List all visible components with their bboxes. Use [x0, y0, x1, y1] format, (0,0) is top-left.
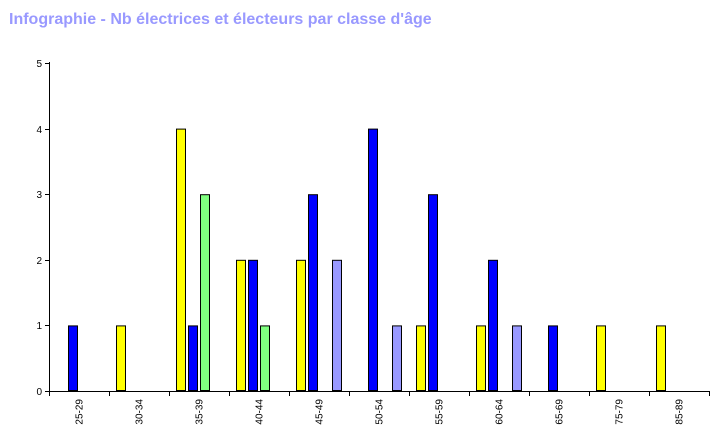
bar-40-44-series-3	[260, 325, 270, 391]
x-tick-label: 50-54	[375, 399, 386, 425]
bar-40-44-series-1	[236, 259, 246, 391]
bar-60-64-series-1	[476, 325, 486, 391]
bar-50-54-series-4	[392, 325, 402, 391]
x-tick-label: 45-49	[315, 399, 326, 425]
bar-30-34-series-1	[116, 325, 126, 391]
x-tick-label: 55-59	[435, 399, 446, 425]
chart-title: Infographie - Nb électrices et électeurs…	[9, 11, 432, 28]
bar-25-29-series-2	[68, 325, 78, 391]
x-tick-label: 40-44	[255, 399, 266, 425]
y-tick-label: 0	[36, 387, 42, 398]
y-tick-label: 5	[36, 59, 42, 70]
x-tick-label: 60-64	[495, 399, 506, 425]
y-tick-label: 4	[36, 125, 42, 136]
x-tick-label: 30-34	[135, 399, 146, 425]
y-tick-label: 1	[36, 321, 42, 332]
bar-35-39-series-3	[200, 194, 210, 391]
bar-45-49-series-2	[308, 194, 318, 391]
bar-45-49-series-1	[296, 259, 306, 391]
bar-65-69-series-2	[548, 325, 558, 391]
x-tick-label: 35-39	[195, 399, 206, 425]
x-tick-label: 75-79	[615, 399, 626, 425]
bar-55-59-series-2	[428, 194, 438, 391]
bar-85-89-series-1	[656, 325, 666, 391]
bar-35-39-series-2	[188, 325, 198, 391]
bar-60-64-series-4	[512, 325, 522, 391]
x-tick-label: 85-89	[675, 399, 686, 425]
bar-60-64-series-2	[488, 259, 498, 391]
bar-35-39-series-1	[176, 128, 186, 391]
y-tick-label: 3	[36, 190, 42, 201]
bar-40-44-series-2	[248, 259, 258, 391]
y-tick-label: 2	[36, 256, 42, 267]
bar-50-54-series-2	[368, 128, 378, 391]
bar-55-59-series-1	[416, 325, 426, 391]
x-tick-label: 25-29	[75, 399, 86, 425]
bar-45-49-series-4	[332, 259, 342, 391]
bar-75-79-series-1	[596, 325, 606, 391]
x-tick-label: 65-69	[555, 399, 566, 425]
